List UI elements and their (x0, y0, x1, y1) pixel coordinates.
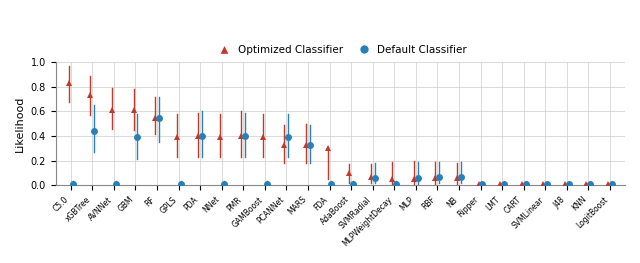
Legend: Optimized Classifier, Default Classifier: Optimized Classifier, Default Classifier (209, 41, 471, 59)
Y-axis label: Likelihood: Likelihood (15, 95, 25, 152)
